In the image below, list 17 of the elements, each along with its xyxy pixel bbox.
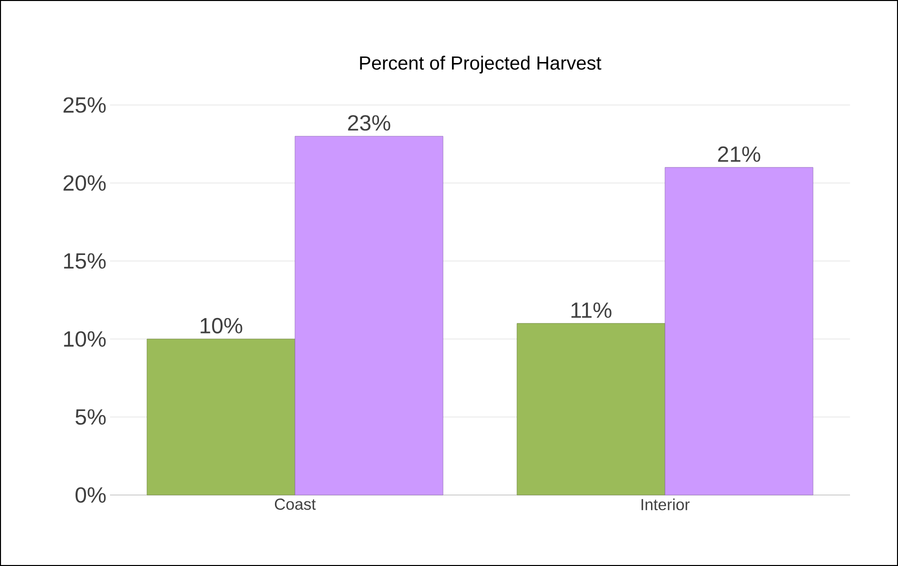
bar xyxy=(146,338,296,496)
x-tick-label: Interior xyxy=(642,498,690,510)
bar xyxy=(664,167,814,496)
y-tick-label: 5% xyxy=(76,409,106,425)
y-tick-label: 25% xyxy=(64,97,106,113)
y-tick-label: 20% xyxy=(64,175,106,191)
y-tick-label: 10% xyxy=(64,331,106,347)
chart-title: Percent of Projected Harvest xyxy=(360,56,602,74)
data-label: 21% xyxy=(718,146,760,162)
bar xyxy=(294,136,444,496)
y-tick-label: 15% xyxy=(64,253,106,269)
data-label: 10% xyxy=(200,318,242,334)
y-tick-label: 0% xyxy=(76,487,106,503)
bar xyxy=(516,323,666,496)
x-tick-label: Coast xyxy=(274,498,316,510)
data-label: 23% xyxy=(348,115,390,131)
data-label: 11% xyxy=(571,302,612,318)
